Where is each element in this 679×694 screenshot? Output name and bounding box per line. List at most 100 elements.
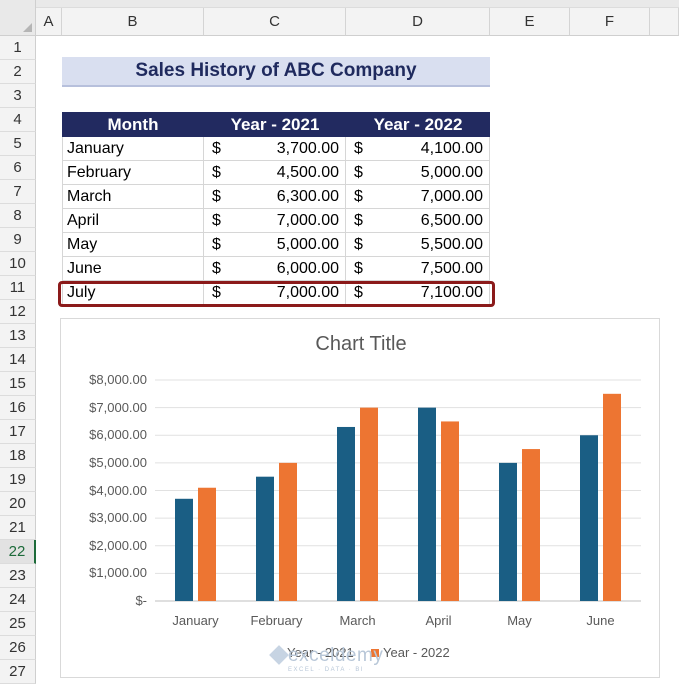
row-header-15[interactable]: 15	[0, 372, 36, 396]
column-header-a[interactable]: A	[36, 8, 62, 36]
cell-value: 6,500.00	[420, 211, 483, 229]
cell-y2021[interactable]: $6,300.00	[204, 185, 346, 209]
row-header-19[interactable]: 19	[0, 468, 36, 492]
currency-symbol: $	[354, 187, 363, 205]
cell-y2021[interactable]: $7,000.00	[204, 209, 346, 233]
row-header-11[interactable]: 11	[0, 276, 36, 300]
cell-y2022[interactable]: $4,100.00	[346, 137, 490, 161]
y-tick-label: $8,000.00	[89, 372, 147, 387]
x-tick-label: January	[172, 613, 219, 628]
sales-chart[interactable]: Chart Title $- $1,000.00 $2,000.00 $3,000.0…	[60, 318, 660, 678]
bar-2022-february[interactable]	[279, 462, 297, 601]
row-header-6[interactable]: 6	[0, 156, 36, 180]
row-header-23[interactable]: 23	[0, 564, 36, 588]
legend-item-2022[interactable]: Year - 2022	[371, 645, 450, 660]
cell-value: 7,100.00	[420, 283, 483, 301]
cell-month[interactable]: June	[62, 257, 204, 281]
row-header-25[interactable]: 25	[0, 612, 36, 636]
select-all-corner[interactable]	[0, 0, 36, 36]
row-header-7[interactable]: 7	[0, 180, 36, 204]
y-tick-label: $1,000.00	[89, 565, 147, 581]
y-tick-label: $3,000.00	[89, 510, 147, 526]
bar-2022-may[interactable]	[522, 449, 540, 601]
cell-y2021[interactable]: $4,500.00	[204, 161, 346, 185]
row-header-8[interactable]: 8	[0, 204, 36, 228]
header-month[interactable]: Month	[62, 112, 204, 137]
column-header-e[interactable]: E	[490, 8, 570, 36]
highlight-box-july	[58, 281, 495, 307]
header-year-2022[interactable]: Year - 2022	[346, 112, 490, 137]
column-header-d[interactable]: D	[346, 8, 490, 36]
watermark-tagline: EXCEL · DATA · BI	[288, 667, 365, 673]
cell-y2022[interactable]: $7,500.00	[346, 257, 490, 281]
currency-symbol: $	[354, 283, 363, 301]
row-header-9[interactable]: 9	[0, 228, 36, 252]
currency-symbol: $	[354, 235, 363, 253]
legend-label-2022: Year - 2022	[383, 645, 450, 660]
sheet-title[interactable]: Sales History of ABC Company	[62, 57, 490, 87]
row-header-17[interactable]: 17	[0, 420, 36, 444]
cell-y2021[interactable]: $6,000.00	[204, 257, 346, 281]
y-tick-label: $2,000.00	[89, 537, 147, 553]
row-header-13[interactable]: 13	[0, 324, 36, 348]
row-header-22[interactable]: 22	[0, 540, 36, 564]
column-header-f[interactable]: F	[570, 8, 650, 36]
bar-2021-march[interactable]	[337, 426, 355, 601]
currency-symbol: $	[354, 163, 363, 181]
currency-symbol: $	[212, 283, 221, 301]
cell-month[interactable]: January	[62, 137, 204, 161]
row-header-2[interactable]: 2	[0, 60, 36, 84]
bar-2021-february[interactable]	[256, 476, 274, 601]
row-header-12[interactable]: 12	[0, 300, 36, 324]
row-header-20[interactable]: 20	[0, 492, 36, 516]
cell-y2022[interactable]: $5,000.00	[346, 161, 490, 185]
row-header-26[interactable]: 26	[0, 636, 36, 660]
row-header-1[interactable]: 1	[0, 36, 36, 60]
y-tick-label: $7,000.00	[89, 399, 147, 415]
cell-y2021[interactable]: $5,000.00	[204, 233, 346, 257]
y-tick-label: $4,000.00	[89, 482, 147, 498]
row-header-16[interactable]: 16	[0, 396, 36, 420]
cell-y2022[interactable]: $6,500.00	[346, 209, 490, 233]
row-header-5[interactable]: 5	[0, 132, 36, 156]
cell-month[interactable]: April	[62, 209, 204, 233]
currency-symbol: $	[212, 211, 221, 229]
bar-2021-may[interactable]	[499, 462, 517, 601]
currency-symbol: $	[212, 187, 221, 205]
bar-2021-june[interactable]	[580, 435, 598, 601]
chart-title[interactable]: Chart Title	[315, 333, 407, 355]
currency-symbol: $	[212, 259, 221, 277]
row-header-3[interactable]: 3	[0, 84, 36, 108]
bar-2022-april[interactable]	[441, 421, 459, 601]
row-header-14[interactable]: 14	[0, 348, 36, 372]
header-year-2021[interactable]: Year - 2021	[204, 112, 346, 137]
column-header-overflow[interactable]	[650, 8, 679, 36]
cell-value: 6,000.00	[276, 259, 339, 277]
bar-2021-april[interactable]	[418, 407, 436, 601]
cell-y2021[interactable]: $3,700.00	[204, 137, 346, 161]
cell-y2022[interactable]: $5,500.00	[346, 233, 490, 257]
row-header-24[interactable]: 24	[0, 588, 36, 612]
cell-value: 7,000.00	[420, 187, 483, 205]
bar-2021-january[interactable]	[175, 498, 193, 601]
row-header-18[interactable]: 18	[0, 444, 36, 468]
row-header-4[interactable]: 4	[0, 108, 36, 132]
row-header-27[interactable]: 27	[0, 660, 36, 684]
watermark-name: exceldemy	[288, 645, 384, 666]
currency-symbol: $	[212, 235, 221, 253]
cell-month[interactable]: February	[62, 161, 204, 185]
column-header-c[interactable]: C	[204, 8, 346, 36]
cell-month[interactable]: March	[62, 185, 204, 209]
row-header-21[interactable]: 21	[0, 516, 36, 540]
cell-value: 5,500.00	[420, 235, 483, 253]
cell-value: 5,000.00	[276, 235, 339, 253]
cell-month[interactable]: May	[62, 233, 204, 257]
bar-2022-march[interactable]	[360, 407, 378, 601]
x-tick-label: April	[425, 613, 452, 628]
row-header-10[interactable]: 10	[0, 252, 36, 276]
column-header-b[interactable]: B	[62, 8, 204, 36]
bar-2022-january[interactable]	[198, 487, 216, 601]
cell-value: 7,500.00	[420, 259, 483, 277]
bar-2022-june[interactable]	[603, 393, 621, 601]
cell-y2022[interactable]: $7,000.00	[346, 185, 490, 209]
